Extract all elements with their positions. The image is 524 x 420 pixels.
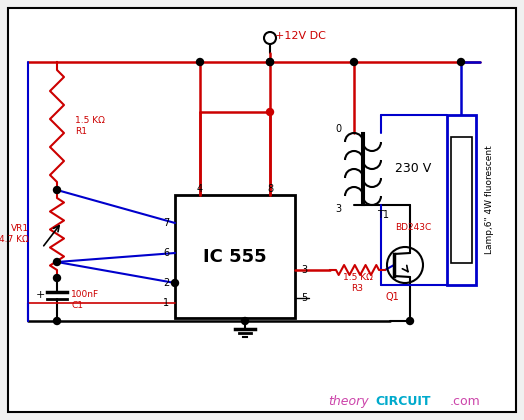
- Text: .com: .com: [450, 395, 481, 408]
- FancyBboxPatch shape: [447, 115, 476, 285]
- Text: 8: 8: [267, 184, 273, 194]
- FancyBboxPatch shape: [451, 137, 472, 263]
- Circle shape: [267, 58, 274, 66]
- Text: 3: 3: [301, 265, 307, 275]
- Circle shape: [242, 318, 248, 325]
- Text: theory: theory: [328, 395, 368, 408]
- Text: 1.5 KΩ
R3: 1.5 KΩ R3: [343, 273, 373, 293]
- FancyBboxPatch shape: [175, 195, 295, 318]
- Text: +12V DC: +12V DC: [275, 31, 326, 41]
- Circle shape: [267, 108, 274, 116]
- Text: 230 V: 230 V: [395, 163, 431, 176]
- Text: CIRCUIT: CIRCUIT: [375, 395, 431, 408]
- Circle shape: [171, 279, 179, 286]
- Text: T1: T1: [377, 210, 389, 220]
- Text: 2: 2: [163, 278, 169, 288]
- Text: IC 555: IC 555: [203, 247, 267, 265]
- Circle shape: [457, 58, 464, 66]
- Text: Lamp,6" 4W fluorescent: Lamp,6" 4W fluorescent: [486, 146, 495, 255]
- Circle shape: [53, 318, 60, 325]
- Text: 4: 4: [197, 184, 203, 194]
- Text: Q1: Q1: [385, 292, 399, 302]
- Text: 6: 6: [163, 248, 169, 258]
- Text: 0: 0: [335, 124, 341, 134]
- Circle shape: [53, 186, 60, 194]
- Text: BD243C: BD243C: [395, 223, 431, 231]
- FancyBboxPatch shape: [8, 8, 516, 412]
- Circle shape: [407, 318, 413, 325]
- Text: VR1
4.7 KΩ: VR1 4.7 KΩ: [0, 224, 29, 244]
- Text: 100nF
C1: 100nF C1: [71, 290, 99, 310]
- Text: 1: 1: [163, 298, 169, 308]
- Text: 5: 5: [301, 293, 307, 303]
- Text: 3: 3: [335, 204, 341, 214]
- Circle shape: [267, 58, 274, 66]
- Text: 1.5 KΩ
R1: 1.5 KΩ R1: [75, 116, 105, 136]
- Text: 7: 7: [163, 218, 169, 228]
- Text: +: +: [36, 290, 45, 300]
- Circle shape: [196, 58, 203, 66]
- Circle shape: [351, 58, 357, 66]
- Circle shape: [53, 275, 60, 281]
- Circle shape: [53, 258, 60, 265]
